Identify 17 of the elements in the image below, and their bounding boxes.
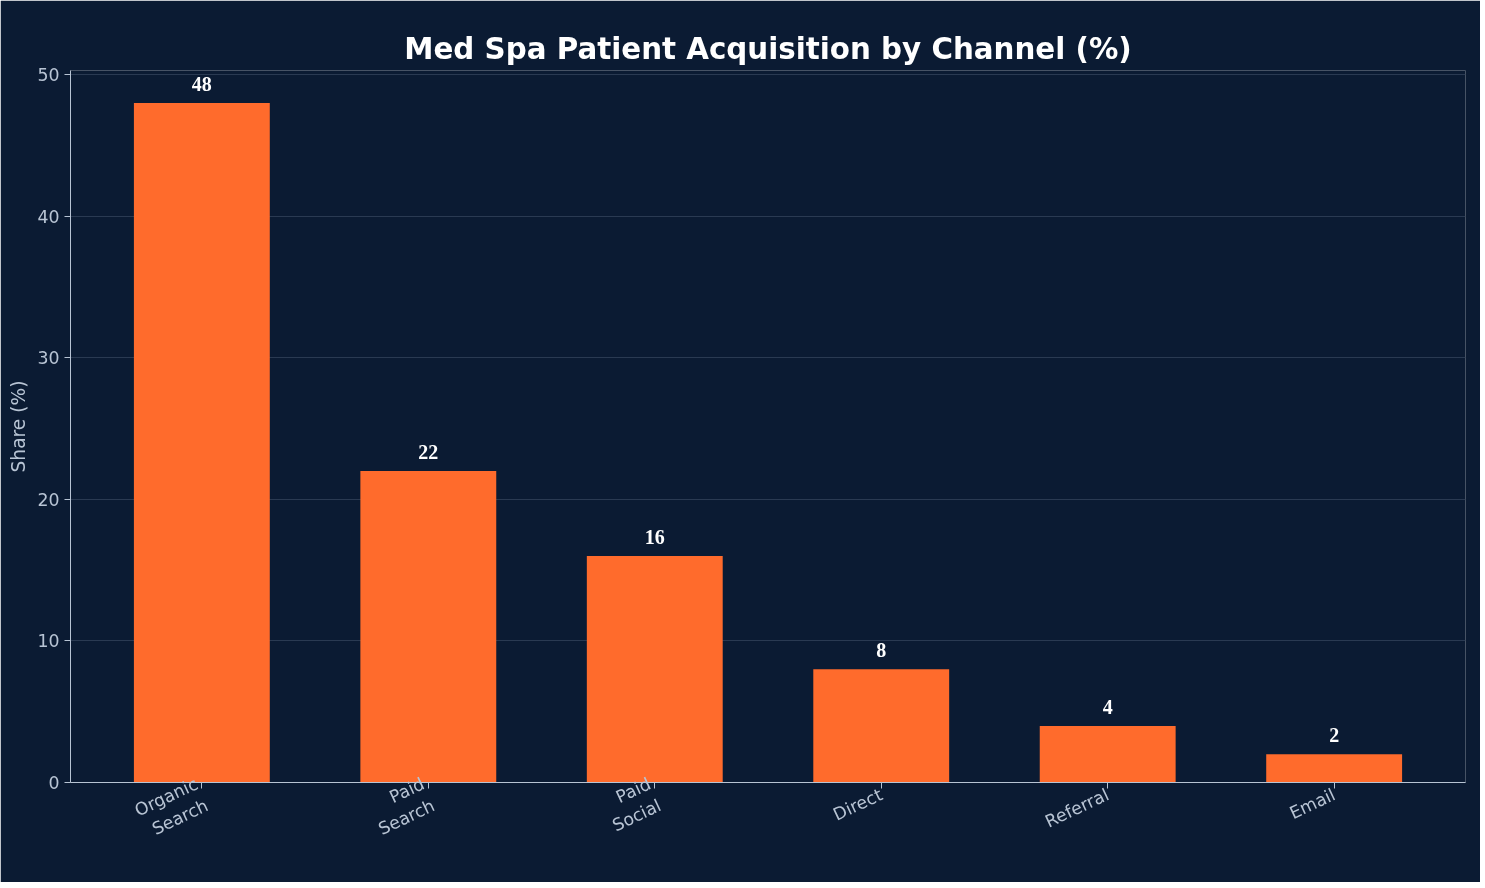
- y-tick-label: 50: [37, 65, 60, 86]
- y-axis-title: Share (%): [8, 380, 30, 473]
- chart-title: Med Spa Patient Acquisition by Channel (%): [404, 31, 1132, 66]
- bar: [1039, 725, 1176, 783]
- y-tick-label: 10: [37, 631, 60, 652]
- data-label: 48: [191, 73, 212, 96]
- y-tick-label: 40: [37, 206, 60, 227]
- bar: [1266, 754, 1403, 783]
- y-tick-label: 0: [48, 773, 60, 793]
- bar: [813, 669, 950, 783]
- y-tick-label: 30: [37, 348, 60, 369]
- y-tick-label: 20: [37, 489, 60, 510]
- data-label: 8: [876, 639, 887, 662]
- data-label: 16: [644, 526, 665, 549]
- data-label: 2: [1329, 724, 1340, 747]
- data-label: 4: [1102, 695, 1113, 718]
- data-label: 22: [418, 441, 439, 464]
